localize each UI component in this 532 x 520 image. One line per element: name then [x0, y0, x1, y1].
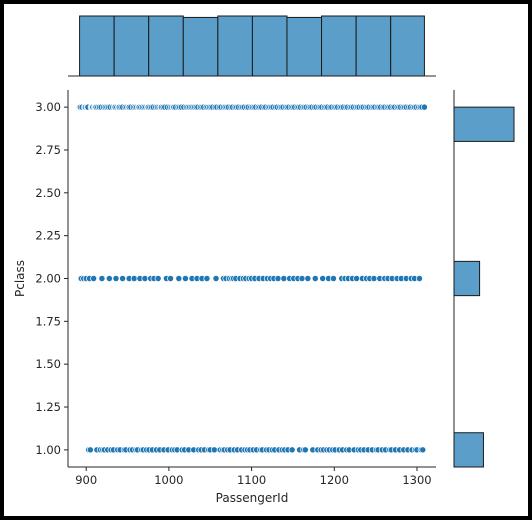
scatter-point — [86, 446, 94, 454]
scatter-point — [203, 275, 211, 282]
scatter-point — [370, 275, 378, 282]
scatter-point — [210, 446, 218, 454]
scatter-point — [130, 275, 138, 282]
scatter-point — [167, 275, 174, 282]
y-tick-label: 2.75 — [35, 143, 61, 157]
x-hist-bar — [321, 15, 357, 77]
scatter-series-pclass-1 — [85, 446, 427, 454]
x-hist-bar — [355, 15, 392, 77]
figure-canvas: 900 1000 1100 1200 1300 1.00 1.25 1.50 1.75 2.00 2… — [4, 4, 528, 516]
scatter-point — [274, 275, 282, 282]
x-hist-bar — [286, 16, 323, 77]
x-tick-label: 900 — [75, 473, 97, 487]
scatter-point — [154, 275, 162, 282]
x-hist-bar — [182, 16, 219, 77]
scatter-point — [181, 275, 189, 282]
y-tick-label: 1.25 — [35, 400, 61, 414]
scatter-point — [288, 446, 296, 454]
scatter-point — [141, 275, 149, 282]
x-tick-label: 1000 — [154, 473, 183, 487]
y-tick-label: 2.50 — [35, 186, 61, 200]
x-marginal-histogram — [68, 15, 436, 77]
x-hist-bar — [217, 15, 253, 77]
scatter-point — [301, 446, 309, 454]
x-hist-bar — [390, 15, 425, 77]
scatter-point — [90, 275, 98, 282]
scatter-point — [311, 275, 319, 282]
scatter-point — [416, 275, 423, 282]
y-tick-label: 3.00 — [35, 100, 61, 114]
y-hist-bar — [453, 432, 484, 468]
scatter-point — [298, 275, 306, 282]
y-tick-label: 2.00 — [35, 272, 61, 286]
x-hist-bar — [251, 15, 288, 77]
y-tick-label: 1.00 — [35, 443, 61, 457]
scatter-point — [105, 275, 113, 282]
scatter-point — [353, 275, 361, 282]
x-axis-label: PassengerId — [216, 491, 289, 505]
y-hist-bar — [453, 106, 515, 142]
y-marginal-histogram — [453, 90, 515, 468]
scatter-point — [112, 275, 120, 282]
scatter-point — [319, 275, 327, 282]
x-tick-label: 1100 — [237, 473, 266, 487]
scatter-point — [175, 275, 183, 282]
scatter-point — [119, 275, 127, 282]
scatter-series-pclass-3 — [76, 103, 428, 111]
jointplot-chart: 900 1000 1100 1200 1300 1.00 1.25 1.50 1.75 2.00 2… — [13, 15, 515, 505]
scatter-point — [212, 275, 220, 282]
y-axis-label: Pclass — [13, 260, 27, 297]
x-hist-bar — [79, 15, 115, 77]
scatter-point — [330, 275, 337, 282]
y-hist-bar — [453, 260, 481, 297]
y-tick-label: 1.75 — [35, 314, 61, 328]
scatter-point — [280, 275, 288, 282]
y-tick-label: 2.25 — [35, 229, 61, 243]
scatter-point — [98, 275, 106, 282]
x-hist-bar — [113, 15, 150, 77]
scatter-point — [304, 275, 312, 282]
x-tick-label: 1300 — [402, 473, 431, 487]
scatter-point — [420, 103, 428, 111]
y-tick-label: 1.50 — [35, 357, 61, 371]
scatter-plot-area: 900 1000 1100 1200 1300 1.00 1.25 1.50 1.75 2.00 2… — [35, 90, 436, 487]
x-tick-label: 1200 — [320, 473, 349, 487]
scatter-series-pclass-2 — [77, 275, 423, 282]
x-hist-bar — [148, 15, 184, 77]
scatter-point — [419, 446, 427, 454]
